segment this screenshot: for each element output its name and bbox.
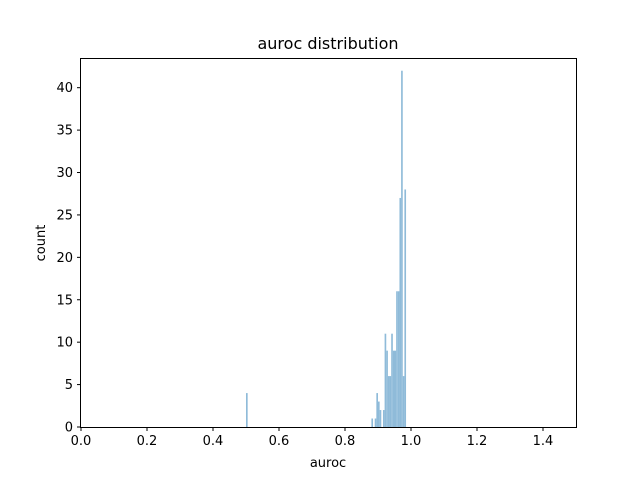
histogram-bar-12 (392, 350, 395, 427)
histogram-bar-8 (386, 350, 388, 427)
x-tick-label: 1.0 (401, 434, 422, 449)
histogram-bar-9 (387, 376, 390, 427)
histogram-bar-18 (402, 376, 405, 427)
y-axis-ticks: 0 5 10 15 20 25 30 35 40 (56, 81, 81, 436)
y-tick-label: 10 (56, 336, 73, 351)
bars-group (246, 70, 407, 428)
y-tick-label: 35 (56, 124, 73, 139)
histogram-bar-13 (394, 350, 397, 427)
histogram-bar-5 (379, 410, 382, 427)
y-tick-label: 30 (56, 166, 73, 181)
x-tick-label: 1.4 (533, 434, 554, 449)
y-tick-label: 0 (65, 421, 73, 436)
histogram-bar-7 (384, 333, 387, 427)
histogram-bar-0 (246, 393, 248, 427)
y-tick-label: 5 (65, 378, 73, 393)
y-axis-title: count (34, 225, 49, 262)
histogram-bar-4 (378, 401, 380, 427)
x-axis-ticks: 0.0 0.2 0.4 0.6 0.8 1.0 1.2 1.4 (71, 427, 554, 449)
histogram-bar-10 (389, 376, 392, 427)
y-tick-label: 25 (56, 208, 73, 223)
x-tick-label: 1.2 (467, 434, 488, 449)
y-tick-label: 20 (56, 251, 73, 266)
histogram-bar-15 (397, 291, 400, 427)
y-tick-label: 40 (56, 81, 73, 96)
x-tick-label: 0.0 (71, 434, 92, 449)
x-tick-label: 0.4 (203, 434, 224, 449)
x-tick-label: 0.8 (335, 434, 356, 449)
chart-title: auroc distribution (257, 34, 398, 53)
x-axis-title: auroc (310, 456, 346, 471)
histogram-bar-19 (404, 189, 407, 427)
histogram-bar-14 (396, 291, 398, 427)
histogram-bar-1 (371, 418, 374, 427)
y-tick-label: 15 (56, 293, 73, 308)
x-tick-label: 0.2 (137, 434, 158, 449)
histogram-bar-6 (382, 410, 385, 427)
x-tick-label: 0.6 (269, 434, 290, 449)
histogram-bar-2 (374, 418, 377, 427)
plot-frame (80, 58, 577, 428)
histogram-bar-17 (401, 70, 403, 428)
histogram-bar-16 (399, 197, 402, 427)
histogram-bar-3 (376, 393, 378, 427)
histogram-bar-11 (391, 333, 393, 427)
